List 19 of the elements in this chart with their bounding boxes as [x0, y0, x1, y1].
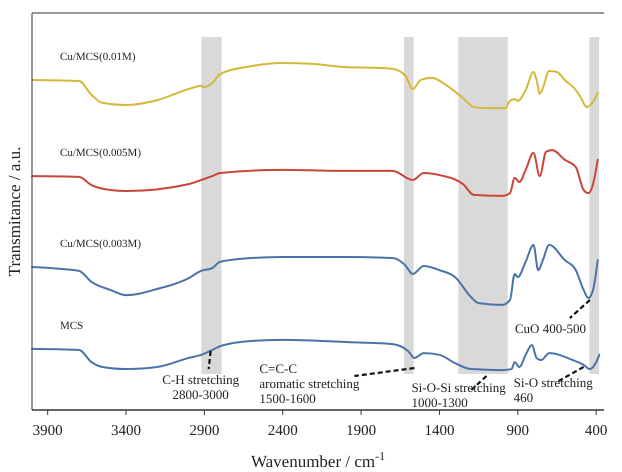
x-tick-label: 900 [506, 423, 530, 439]
annotation: Si-O stretching 460 [514, 374, 594, 405]
x-tick-label: 2900 [189, 423, 220, 439]
x-tick-label: 3400 [111, 423, 142, 439]
x-tick-label: 3900 [32, 423, 63, 439]
y-axis-title: Transmitance / a.u. [5, 146, 24, 276]
x-axis-title: Wavenumber / cm$^{-1}$ [250, 449, 386, 471]
series-label: Cu/MCS(0.003M) [60, 238, 142, 250]
x-tick-label: 2400 [268, 423, 298, 439]
x-tick-label: 1400 [424, 423, 454, 439]
series-label: MCS [60, 320, 84, 332]
x-tick-label: 400 [584, 423, 608, 439]
annotation: Si-O-Si stretching 1000-1300 [411, 380, 506, 410]
series-label: Cu/MCS(0.005M) [60, 147, 142, 160]
annotation: C=C-C aromatic stretching 1500-1600 [259, 361, 360, 406]
x-tick-label: 1900 [346, 423, 376, 439]
series-label: Cu/MCS(0.01M) [60, 51, 136, 64]
annotation: CuO 400-500 [514, 321, 586, 336]
annotation: C-H stretching 2800-3000 [162, 372, 240, 402]
